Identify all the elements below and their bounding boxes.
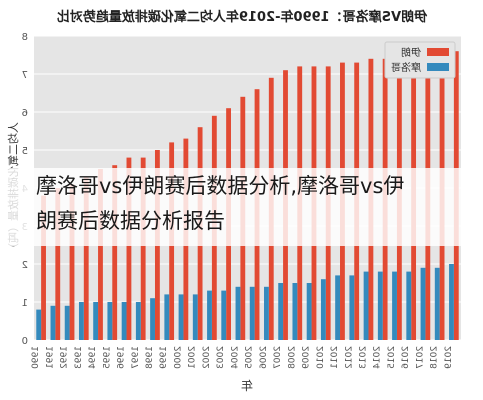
x-tick-label: 1996 <box>117 346 127 369</box>
bar-morocco <box>320 279 326 340</box>
x-tick-label: 1993 <box>74 346 84 369</box>
bar-morocco <box>249 286 255 340</box>
x-axis-label: 年 <box>241 379 253 393</box>
bar-iran <box>126 157 132 340</box>
x-tick-label: 2013 <box>358 346 368 369</box>
x-tick-label: 2001 <box>188 346 198 369</box>
bar-morocco <box>406 271 412 340</box>
bar-iran <box>41 195 46 340</box>
bar-iran <box>69 184 75 340</box>
bar-morocco <box>377 271 383 340</box>
y-tick-label: 8 <box>22 32 28 43</box>
overlay-caption-line-1: 摩洛哥vs伊朗赛后数据分析,摩洛哥vs伊 <box>36 174 405 198</box>
bar-morocco <box>264 286 269 340</box>
x-tick-label: 2016 <box>401 346 411 369</box>
x-tick-label: 1994 <box>88 346 98 369</box>
y-tick-label: 2 <box>22 260 28 271</box>
bar-morocco <box>221 290 227 340</box>
bar-iran <box>55 188 61 340</box>
bar-morocco <box>64 305 70 340</box>
x-tick-label: 1998 <box>145 346 155 369</box>
bar-morocco <box>292 283 298 340</box>
x-tick-label: 2000 <box>173 346 183 369</box>
bar-morocco <box>434 267 440 340</box>
x-tick-label: 1990 <box>31 346 41 369</box>
bar-iran <box>112 165 118 340</box>
bar-morocco <box>278 283 284 340</box>
x-tick-label: 2015 <box>387 346 397 369</box>
x-tick-label: 2002 <box>202 346 212 369</box>
x-tick-label: 1997 <box>131 346 141 369</box>
bar-morocco <box>363 271 369 340</box>
x-tick-label: 2006 <box>259 346 269 369</box>
x-tick-label: 2010 <box>316 346 326 369</box>
legend-swatch <box>427 63 449 71</box>
x-tick-label: 1991 <box>45 346 55 369</box>
bar-morocco <box>121 302 127 340</box>
bar-morocco <box>235 286 241 340</box>
y-tick-label: 1 <box>22 298 28 309</box>
x-tick-label: 1992 <box>60 346 70 369</box>
x-tick-label: 2011 <box>330 346 340 369</box>
bar-morocco <box>178 294 184 340</box>
legend-label: 伊朗 <box>401 47 421 59</box>
x-tick-label: 2019 <box>444 346 454 369</box>
chart-title: 伊朗VS摩洛哥：1990年-2019年人均二氧化碳排放量趋势对比 <box>57 9 428 25</box>
bar-morocco <box>150 298 155 340</box>
x-tick-label: 1995 <box>102 346 112 369</box>
x-tick-label: 2012 <box>344 346 354 369</box>
x-tick-label: 2005 <box>245 346 255 369</box>
x-tick-label: 2008 <box>287 346 297 369</box>
y-tick-label: 7 <box>22 70 28 81</box>
legend-label: 摩洛哥 <box>391 61 421 74</box>
y-tick-label: 0 <box>22 336 28 347</box>
x-tick-label: 2017 <box>415 346 425 369</box>
bar-morocco <box>78 302 84 340</box>
bar-morocco <box>36 309 42 340</box>
y-tick-label: 6 <box>22 108 28 119</box>
bar-morocco <box>306 283 312 340</box>
bar-morocco <box>93 302 99 340</box>
x-tick-label: 2018 <box>430 346 440 369</box>
x-tick-label: 2007 <box>273 346 283 369</box>
bar-morocco <box>449 264 454 340</box>
bar-morocco <box>335 275 341 340</box>
bar-morocco <box>135 302 141 340</box>
bar-morocco <box>349 275 355 340</box>
bar-morocco <box>392 271 397 340</box>
bar-morocco <box>50 305 56 340</box>
x-tick-label: 2014 <box>373 346 383 369</box>
x-tick-label: 2009 <box>302 346 312 369</box>
bar-iran <box>140 157 146 340</box>
bar-iran <box>98 169 103 340</box>
bar-morocco <box>107 302 113 340</box>
x-tick-label: 2003 <box>216 346 226 369</box>
bar-morocco <box>420 267 426 340</box>
bar-morocco <box>207 290 212 340</box>
bar-morocco <box>164 294 170 340</box>
bar-iran <box>83 176 89 340</box>
legend-swatch <box>427 48 449 56</box>
y-tick-label: 5 <box>22 146 28 157</box>
watermark-band <box>0 168 483 246</box>
bar-morocco <box>192 294 198 340</box>
x-tick-label: 1999 <box>159 346 169 369</box>
x-tick-label: 2004 <box>230 346 240 369</box>
overlay-caption-line-2: 朗赛后数据分析报告 <box>36 209 225 233</box>
